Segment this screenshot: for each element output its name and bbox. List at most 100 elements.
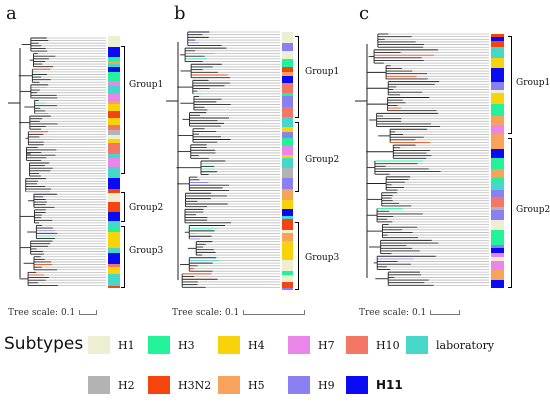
strip-segment [282,209,293,216]
strip-segment [491,182,504,190]
tree-scale-c: Tree scale: 0.1 [359,308,461,318]
strip-segment [491,76,504,82]
legend-label-laboratory: laboratory [436,338,495,352]
legend-swatch-h4 [218,336,240,354]
strip-segment [108,57,120,61]
panel-b: b Group1 Group2 Group3 Tree scale: 0.1 [166,0,343,318]
tree-scale-bar-c [430,310,461,315]
legend-swatch-h2 [88,376,110,394]
strip-segment [282,249,293,260]
strip-segment [282,83,293,93]
strip-segment [282,275,293,282]
strip-segment [491,169,504,178]
strip-segment [108,86,120,94]
legend-label-h7: H7 [318,338,335,352]
strip-segment [108,189,120,193]
strip-segment [282,288,293,290]
strip-segment [491,134,504,144]
strip-segment [282,51,293,59]
strip-segment [282,132,293,138]
group2-bracket-b [294,122,299,192]
legend-item-h3: H3 [148,336,195,354]
strip-segment [491,237,504,245]
phylogenetic-tree-c [355,33,489,286]
legend-swatch-h1 [88,336,110,354]
strip-segment [491,34,504,37]
group1-bracket-b [294,36,299,118]
strip-segment [491,178,504,182]
strip-segment [491,41,504,47]
strip-segment [282,260,293,271]
strip-segment [491,261,504,270]
strip-segment [491,104,504,113]
strip-segment [282,189,293,200]
legend-swatch-h3n2 [148,376,170,394]
strip-segment [108,278,120,286]
strip-segment [282,32,293,43]
legend-swatch-h11 [346,376,368,394]
strip-segment [108,135,120,139]
strip-segment [282,138,293,146]
strip-segment [491,190,504,197]
legend-item-h2: H2 [88,376,135,394]
strip-segment [108,81,120,86]
strip-segment [108,36,120,47]
legend-label-h10: H10 [376,338,400,352]
group3-label-b: Group3 [304,253,341,263]
strip-segment [282,72,293,76]
group1-bracket-c [507,36,512,134]
strip-segment [108,47,120,57]
subtype-color-strip-a [108,36,120,288]
group1-label-a: Group1 [128,80,165,90]
strip-segment [108,139,120,143]
group1-label-b: Group1 [304,67,341,77]
group3-bracket-b [294,222,299,290]
strip-segment [282,127,293,132]
strip-segment [108,248,120,253]
legend-swatch-laboratory [406,336,428,354]
legend-swatch-h10 [346,336,368,354]
tree-scale-label-c: Tree scale: 0.1 [359,308,427,318]
legend-item-h3n2: H3N2 [148,376,211,394]
strip-segment [491,245,504,248]
legend-swatch-h9 [288,376,310,394]
strip-segment [491,204,504,207]
strip-segment [108,72,120,81]
strip-segment [108,178,120,189]
strip-segment [282,168,293,178]
group3-label-a: Group3 [128,246,165,256]
legend-item-h5: H5 [218,376,265,394]
strip-segment [108,193,120,202]
panel-label-b: b [174,3,186,24]
strip-segment [108,64,120,67]
strip-segment [108,104,120,111]
strip-segment [282,155,293,158]
legend-item-h1: H1 [88,336,135,354]
legend-label-h9: H9 [318,378,335,392]
strip-segment [282,200,293,209]
strip-segment [108,67,120,72]
group1-bracket-a [120,46,125,174]
strip-segment [491,280,504,288]
strip-segment [108,130,120,135]
subtype-color-strip-b [282,32,293,290]
legend-label-h5: H5 [248,378,265,392]
phylogenetic-tree-b [166,31,280,288]
strip-segment [491,158,504,169]
strip-segment [282,59,293,67]
strip-segment [282,117,293,127]
strip-segment [108,154,120,158]
strip-segment [491,248,504,253]
strip-segment [108,212,120,221]
legend-swatch-h3 [148,336,170,354]
panel-label-a: a [6,3,17,24]
strip-segment [282,146,293,155]
strip-segment [282,96,293,107]
strip-segment [282,107,293,117]
strip-segment [491,68,504,76]
legend-label-h4: H4 [248,338,265,352]
strip-segment [282,219,293,230]
subtype-color-strip-c [491,34,504,288]
tree-scale-b: Tree scale: 0.1 [172,308,306,318]
strip-segment [282,282,293,288]
